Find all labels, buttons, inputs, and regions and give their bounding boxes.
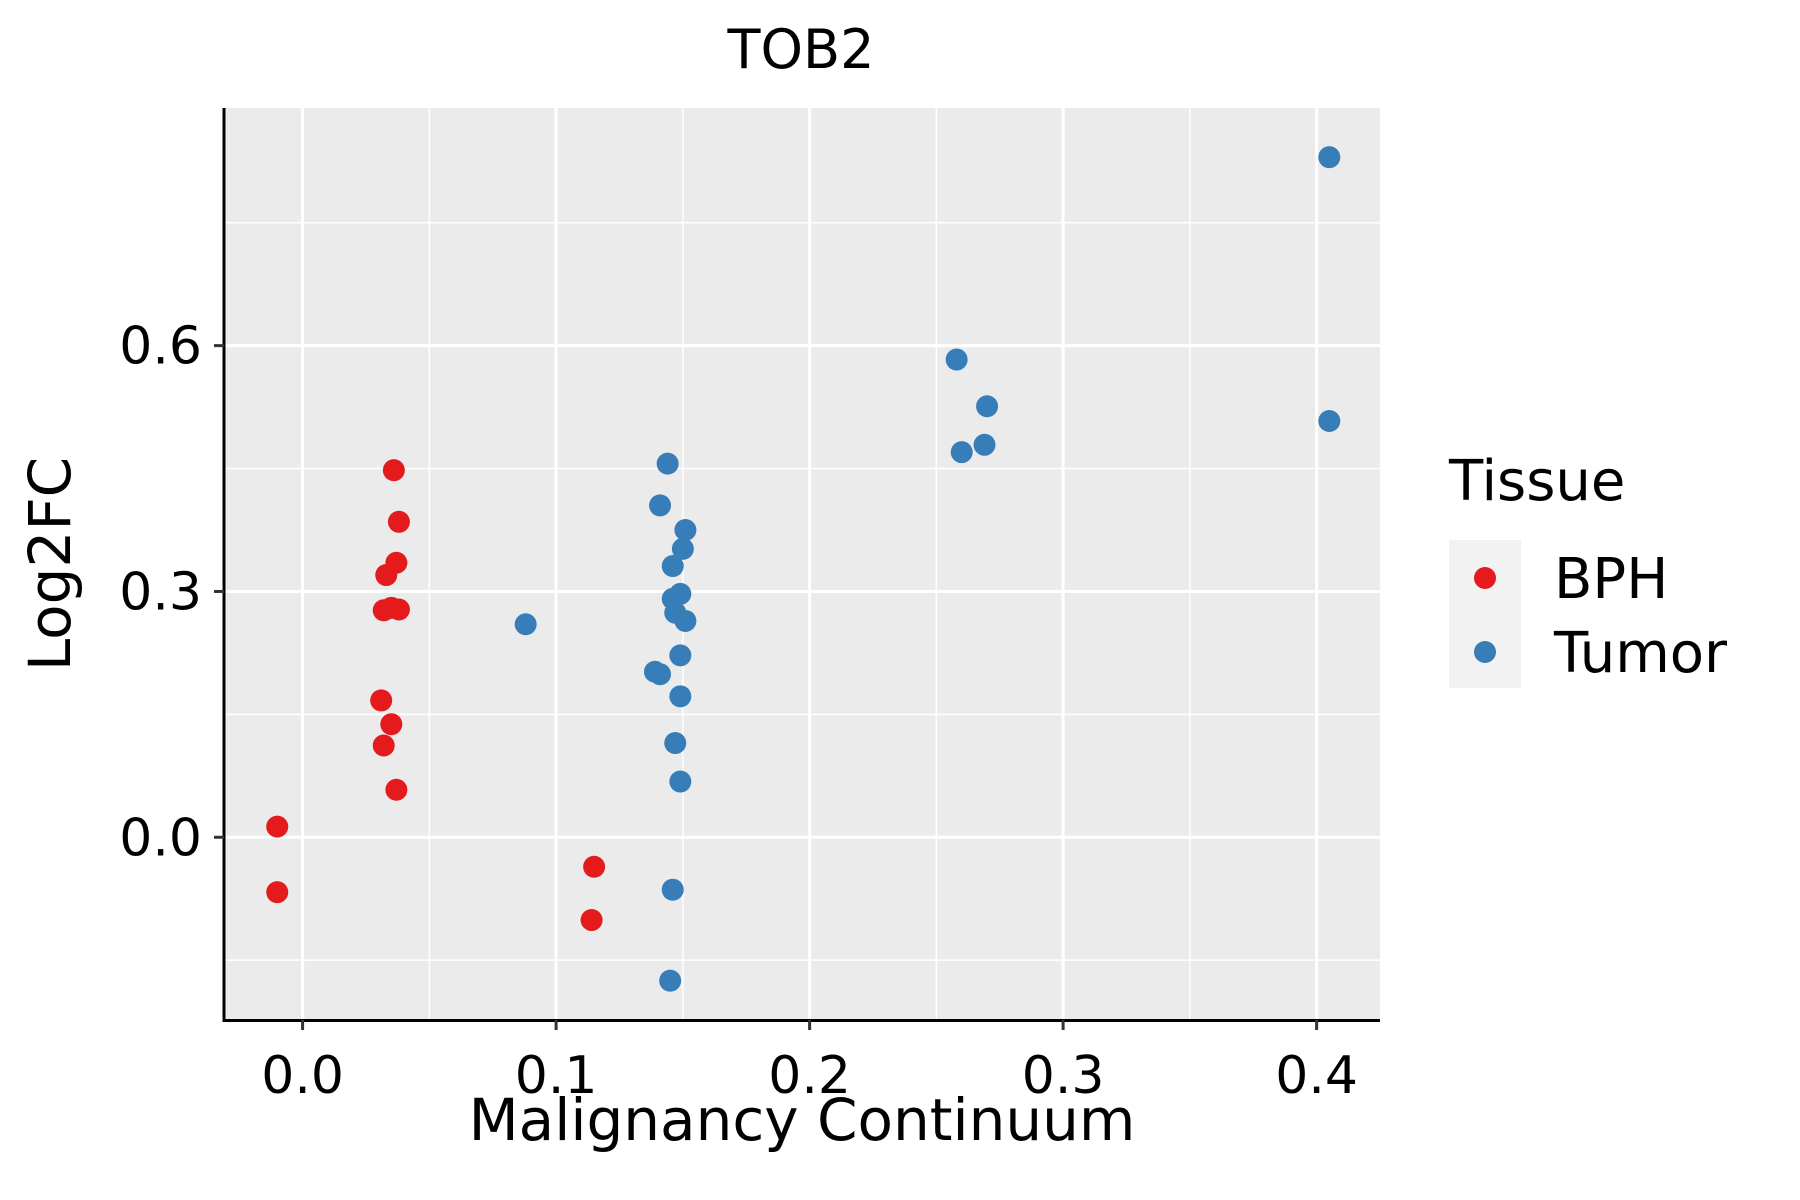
data-point-tumor [661, 878, 684, 901]
data-point-bph [387, 510, 410, 533]
data-point-tumor [973, 433, 996, 456]
data-point-bph [370, 689, 393, 712]
legend-label-bph: BPH [1554, 547, 1668, 612]
x-tick-label: 0.1 [515, 1046, 598, 1106]
y-tick-label: 0.6 [119, 317, 202, 377]
data-point-tumor [1318, 410, 1341, 433]
data-point-tumor [669, 644, 692, 667]
data-point-bph [387, 598, 410, 621]
major-gridlines [224, 108, 1380, 1020]
legend: Tissue BPH Tumor [1448, 449, 1728, 688]
plot-panel [224, 108, 1380, 1020]
y-axis-title: Log2FC [16, 457, 84, 671]
data-point-tumor [656, 452, 679, 475]
data-point-tumor [661, 555, 684, 578]
series-tumor [514, 146, 1341, 992]
y-axis-ticks: 0.0 0.3 0.6 [119, 317, 224, 868]
data-point-tumor [674, 518, 697, 541]
x-tick-label: 0.3 [1022, 1046, 1105, 1106]
data-point-bph [266, 881, 289, 904]
data-point-bph [372, 734, 395, 757]
legend-key-tumor [1474, 641, 1496, 663]
data-point-tumor [649, 663, 672, 686]
data-point-tumor [1318, 146, 1341, 169]
legend-key-bph [1474, 567, 1496, 589]
data-point-tumor [659, 969, 682, 992]
series-bph [266, 459, 606, 932]
data-point-bph [266, 815, 289, 838]
y-tick-label: 0.0 [119, 808, 202, 868]
data-point-tumor [976, 395, 999, 418]
data-point-tumor [664, 732, 687, 755]
legend-key-background [1449, 540, 1521, 688]
x-tick-label: 0.0 [261, 1046, 344, 1106]
data-point-bph [580, 909, 603, 932]
data-point-bph [380, 713, 403, 736]
data-point-tumor [649, 494, 672, 517]
legend-title: Tissue [1448, 449, 1625, 514]
data-point-bph [583, 855, 606, 878]
x-tick-label: 0.4 [1275, 1046, 1358, 1106]
legend-label-tumor: Tumor [1553, 621, 1728, 686]
data-point-tumor [945, 348, 968, 371]
data-point-tumor [514, 613, 537, 636]
data-point-tumor [950, 441, 973, 464]
x-tick-label: 0.2 [768, 1046, 851, 1106]
x-axis-title: Malignancy Continuum [469, 1086, 1136, 1154]
y-tick-label: 0.3 [119, 562, 202, 622]
data-point-tumor [671, 537, 694, 560]
data-point-bph [375, 564, 398, 587]
data-point-tumor [669, 685, 692, 708]
x-axis-ticks: 0.0 0.1 0.2 0.3 0.4 [261, 1020, 1358, 1106]
data-points [266, 146, 1341, 992]
data-point-tumor [674, 609, 697, 632]
chart-title: TOB2 [727, 18, 875, 81]
data-point-bph [385, 778, 408, 801]
data-point-bph [382, 459, 405, 482]
data-point-tumor [669, 770, 692, 793]
